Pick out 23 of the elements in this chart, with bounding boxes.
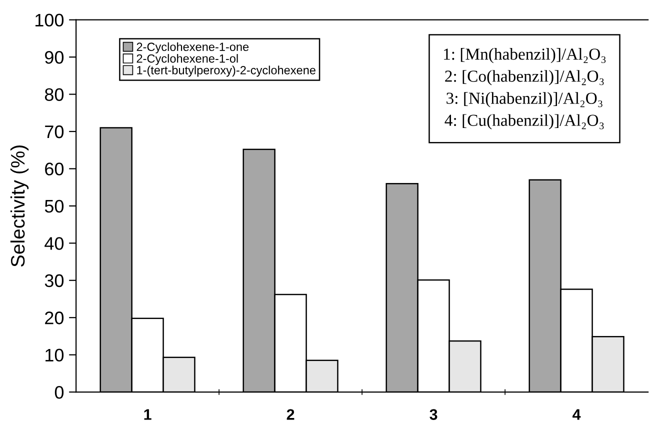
annotation: 2: [Co(habenzil)]/Al₂O₃ — [445, 70, 604, 86]
y-tick-label: 100 — [36, 14, 64, 27]
y-tick-label: 20 — [45, 312, 64, 324]
y-tick-label: 0 — [54, 386, 64, 399]
y-tick-label: 90 — [45, 50, 64, 64]
x-tick-label: 3 — [430, 409, 438, 420]
x-tick-label: 1 — [144, 409, 152, 420]
annotation: 1: [Mn(habenzil)]/Al₂O₃ — [444, 48, 606, 64]
y-tick-label: 40 — [44, 237, 64, 250]
x-tick-label: 2 — [286, 409, 294, 420]
y-tick-label: 80 — [44, 88, 64, 101]
y-tick-label: 30 — [44, 274, 64, 288]
y-tick-label: 10 — [46, 348, 64, 362]
legend-label: 2-Cyclohexene-1-ol — [136, 54, 238, 66]
legend-label: 1-(tert-butylperoxy)-2-cyclohexene — [137, 66, 316, 77]
legend-label: 2-Cyclohexene-1-one — [136, 42, 249, 54]
y-axis-title: Selectivity (%) — [10, 146, 29, 267]
annotation: 4: [Cu(habenzil)]/Al₂O₃ — [444, 114, 604, 130]
y-tick-label: 50 — [44, 200, 64, 213]
x-tick-label: 4 — [572, 409, 581, 420]
annotation: 3: [Ni(habenzil)]/Al₂O₃ — [446, 92, 602, 108]
y-tick-label: 70 — [45, 125, 64, 138]
y-tick-label: 60 — [45, 162, 64, 176]
